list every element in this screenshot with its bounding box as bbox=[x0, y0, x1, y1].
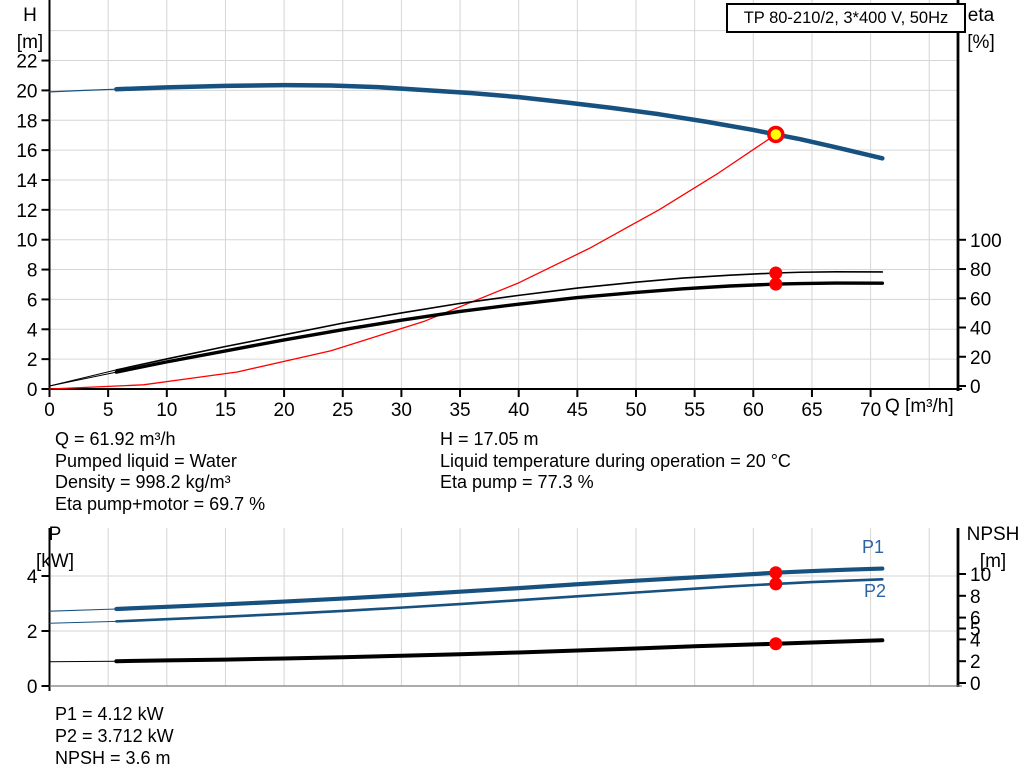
svg-text:40: 40 bbox=[508, 400, 529, 421]
svg-text:2: 2 bbox=[27, 350, 38, 371]
svg-text:25: 25 bbox=[332, 400, 353, 421]
head-axis-unit: [m] bbox=[16, 32, 44, 53]
svg-text:0: 0 bbox=[44, 400, 55, 421]
pump-title-box: TP 80-210/2, 3*400 V, 50Hz bbox=[726, 3, 966, 33]
svg-text:5: 5 bbox=[103, 400, 114, 421]
svg-text:0: 0 bbox=[27, 677, 38, 698]
svg-text:35: 35 bbox=[449, 400, 470, 421]
info-npsh: NPSH = 3.6 m bbox=[55, 748, 171, 768]
svg-text:6: 6 bbox=[970, 609, 981, 630]
svg-text:2: 2 bbox=[970, 652, 981, 673]
svg-text:8: 8 bbox=[970, 587, 981, 608]
svg-text:0: 0 bbox=[970, 377, 981, 398]
info-p1: P1 = 4.12 kW bbox=[55, 704, 164, 724]
svg-text:20: 20 bbox=[274, 400, 295, 421]
svg-text:4: 4 bbox=[27, 320, 38, 341]
svg-text:5: 5 bbox=[970, 620, 981, 641]
power-axis-title: P [kW] bbox=[25, 521, 85, 575]
svg-text:0: 0 bbox=[970, 674, 981, 695]
svg-text:100: 100 bbox=[970, 231, 1002, 252]
svg-text:4: 4 bbox=[27, 567, 38, 588]
eta-axis-title: eta [%] bbox=[955, 2, 1007, 56]
svg-text:80: 80 bbox=[970, 260, 991, 281]
eta-axis-unit: [%] bbox=[967, 32, 995, 53]
info-liquid-temperature: Liquid temperature during operation = 20… bbox=[440, 450, 791, 471]
svg-text:6: 6 bbox=[27, 290, 38, 311]
svg-text:10: 10 bbox=[970, 565, 991, 586]
svg-text:65: 65 bbox=[801, 400, 822, 421]
npsh-axis-unit: [m] bbox=[979, 551, 1007, 572]
duty-info-right: H = 17.05 m Liquid temperature during op… bbox=[440, 429, 791, 494]
svg-text:0: 0 bbox=[27, 380, 38, 401]
info-eta-pump-motor: Eta pump+motor = 69.7 % bbox=[55, 493, 266, 514]
p1-curve-label: P1 bbox=[862, 537, 885, 557]
duty-info-left: Q = 61.92 m³/h Pumped liquid = Water Den… bbox=[55, 429, 265, 515]
svg-text:10: 10 bbox=[156, 400, 177, 421]
svg-text:50: 50 bbox=[625, 400, 646, 421]
info-pumped-liquid: Pumped liquid = Water bbox=[55, 450, 237, 471]
svg-text:20: 20 bbox=[970, 348, 991, 369]
svg-text:70: 70 bbox=[860, 400, 881, 421]
p2-curve-label: P2 bbox=[864, 581, 887, 601]
svg-text:4: 4 bbox=[970, 630, 981, 651]
svg-text:30: 30 bbox=[391, 400, 412, 421]
svg-text:60: 60 bbox=[743, 400, 764, 421]
svg-text:2: 2 bbox=[27, 622, 38, 643]
info-eta-pump: Eta pump = 77.3 % bbox=[440, 472, 594, 493]
eta-axis-symbol: eta bbox=[967, 5, 995, 26]
npsh-axis-symbol: NPSH bbox=[966, 524, 1020, 545]
svg-text:14: 14 bbox=[16, 171, 38, 192]
svg-text:12: 12 bbox=[16, 201, 37, 222]
svg-text:45: 45 bbox=[567, 400, 588, 421]
info-head: H = 17.05 m bbox=[440, 429, 539, 449]
svg-text:22: 22 bbox=[16, 52, 37, 73]
duty-info-bottom: P1 = 4.12 kW P2 = 3.712 kW NPSH = 3.6 m bbox=[55, 703, 174, 769]
svg-text:60: 60 bbox=[970, 289, 991, 310]
head-axis-title: H [m] bbox=[6, 2, 54, 56]
head-axis-symbol: H bbox=[23, 5, 37, 26]
flow-axis-title: Q [m³/h] bbox=[885, 396, 954, 417]
svg-text:10: 10 bbox=[16, 231, 37, 252]
svg-text:8: 8 bbox=[27, 261, 38, 282]
svg-text:40: 40 bbox=[970, 319, 991, 340]
svg-text:16: 16 bbox=[16, 141, 37, 162]
svg-text:18: 18 bbox=[16, 111, 37, 132]
info-flow: Q = 61.92 m³/h bbox=[55, 429, 176, 449]
info-density: Density = 998.2 kg/m³ bbox=[55, 472, 231, 493]
svg-text:55: 55 bbox=[684, 400, 705, 421]
info-p2: P2 = 3.712 kW bbox=[55, 726, 174, 746]
power-axis-symbol: P bbox=[48, 524, 62, 545]
svg-text:20: 20 bbox=[16, 81, 37, 102]
svg-text:15: 15 bbox=[215, 400, 236, 421]
head-flow-chart[interactable]: 0 2 4 6 8 10 12 14 16 18 20 22 0 20 40 60 80 100 0 5 10 15 20 2… bbox=[0, 0, 1024, 425]
npsh-axis-title: NPSH [m] bbox=[962, 521, 1024, 575]
power-axis-unit: [kW] bbox=[36, 551, 74, 572]
